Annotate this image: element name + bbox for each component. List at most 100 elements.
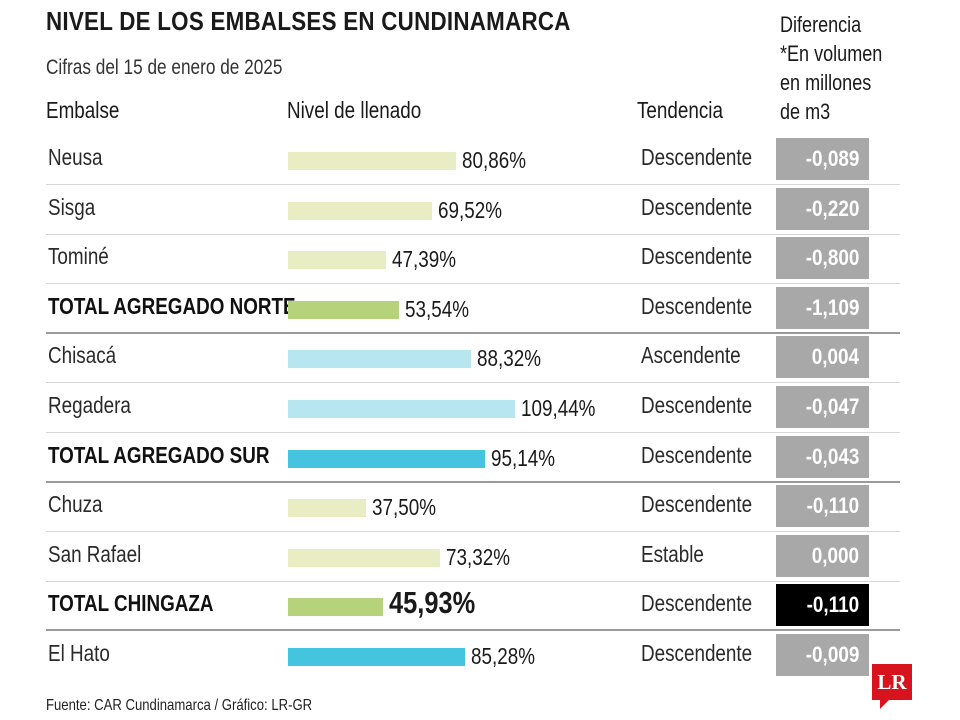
trend-label: Descendente (641, 193, 753, 220)
fill-level-label: 37,50% (371, 494, 436, 521)
fill-level-label: 47,39% (392, 246, 457, 273)
diff-header-line: de m3 (780, 99, 831, 124)
fill-level-bar (288, 300, 400, 319)
volume-diff-badge: -0,009 (776, 634, 869, 676)
reservoir-name: Neusa (48, 144, 103, 170)
reservoir-name: Regadera (48, 392, 131, 418)
reservoir-name: San Rafael (48, 540, 142, 567)
reservoir-name: Sisga (48, 193, 96, 220)
trend-label: Descendente (641, 640, 753, 666)
table-row: TOTAL CHINGAZA 45,93% Descendente -0,110 (0, 581, 960, 632)
volume-diff-value: -0,047 (805, 394, 859, 419)
trend-label: Descendente (641, 392, 753, 418)
row-divider (46, 283, 900, 285)
column-header-embalse: Embalse (46, 97, 120, 123)
reservoir-name: TOTAL AGREGADO NORTE (48, 292, 296, 319)
volume-diff-badge: -0,220 (776, 187, 869, 230)
reservoir-name: Chuza (48, 491, 103, 518)
table-row: Regadera 109,44% Descendente -0,047 (0, 383, 960, 433)
volume-diff-badge: 0,000 (776, 534, 869, 577)
volume-diff-value: 0,000 (811, 542, 859, 568)
volume-diff-value: -0,800 (805, 245, 859, 271)
table-row: Tominé 47,39% Descendente -0,800 (0, 234, 960, 285)
fill-level-label: 95,14% (491, 444, 556, 471)
volume-diff-value: -1,109 (805, 294, 859, 320)
trend-label: Ascendente (641, 342, 741, 369)
fill-level-label: 53,54% (405, 295, 470, 322)
fill-level-bar (288, 499, 366, 518)
fill-level-bar (288, 152, 456, 170)
volume-diff-value: -0,220 (805, 195, 859, 221)
diff-header-line: en millones (780, 70, 872, 95)
row-divider (46, 331, 900, 334)
trend-label: Descendente (641, 441, 753, 468)
trend-label: Descendente (641, 243, 753, 270)
lr-logo: LR (872, 664, 912, 700)
fill-level-bar (288, 648, 465, 666)
row-divider (46, 432, 900, 433)
row-divider (46, 382, 900, 384)
column-header-nivel: Nivel de llenado (287, 97, 422, 123)
fill-level-label: 85,28% (470, 643, 535, 669)
reservoir-name: Chisacá (48, 342, 117, 369)
chart-subtitle: Cifras del 15 de enero de 2025 (46, 56, 283, 79)
volume-diff-badge: -0,043 (776, 435, 869, 478)
table-row: Chisacá 88,32% Ascendente 0,004 (0, 333, 960, 384)
table-row: Sisga 69,52% Descendente -0,220 (0, 185, 960, 235)
row-divider (46, 480, 900, 483)
diff-column-header: Diferencia *En volumen en millones de m3 (780, 10, 919, 126)
trend-label: Descendente (641, 491, 753, 518)
fill-level-label: 73,32% (446, 543, 511, 570)
fill-level-bar (288, 598, 384, 617)
lr-logo-tail (880, 700, 889, 709)
volume-diff-value: -0,009 (805, 642, 859, 667)
volume-diff-value: -0,110 (806, 592, 859, 618)
fill-level-bar (288, 251, 387, 270)
chart-title: NIVEL DE LOS EMBALSES EN CUNDINAMARCA (46, 6, 571, 36)
column-header-tendencia: Tendencia (637, 97, 723, 123)
fill-level-label: 45,93% (389, 585, 476, 621)
fill-level-label: 109,44% (521, 395, 596, 421)
table-row: San Rafael 73,32% Estable 0,000 (0, 532, 960, 582)
row-divider (46, 629, 900, 632)
volume-diff-badge: -1,109 (776, 286, 869, 329)
trend-label: Descendente (641, 292, 753, 319)
trend-label: Descendente (641, 590, 753, 617)
row-divider (46, 184, 900, 185)
volume-diff-value: -0,110 (806, 493, 859, 519)
trend-label: Descendente (641, 144, 753, 170)
fill-level-bar (288, 449, 486, 468)
table-row: Chuza 37,50% Descendente -0,110 (0, 482, 960, 533)
fill-level-bar (288, 350, 472, 369)
reservoir-name: TOTAL CHINGAZA (48, 590, 214, 617)
reservoir-name: TOTAL AGREGADO SUR (48, 441, 270, 468)
diff-header-line: *En volumen (780, 41, 883, 66)
row-divider (46, 531, 900, 533)
fill-level-bar (288, 400, 515, 418)
row-divider (46, 233, 900, 235)
table-row: TOTAL AGREGADO NORTE 53,54% Descendente -1,… (0, 284, 960, 334)
volume-diff-badge: -0,800 (776, 237, 869, 280)
volume-diff-value: -0,089 (805, 146, 859, 171)
fill-level-label: 88,32% (477, 345, 542, 372)
table-row: Neusa 80,86% Descendente -0,089 (0, 135, 960, 185)
volume-diff-value: -0,043 (805, 443, 859, 469)
volume-diff-badge: -0,089 (776, 138, 869, 180)
diff-header-line: Diferencia (780, 12, 862, 37)
fill-level-bar (288, 201, 433, 220)
volume-diff-badge: -0,047 (776, 386, 869, 428)
volume-diff-badge: -0,110 (776, 485, 869, 528)
reservoir-name: Tominé (48, 243, 109, 270)
trend-label: Estable (641, 540, 704, 567)
fill-level-bar (288, 548, 441, 567)
row-divider (46, 580, 900, 582)
volume-diff-value: 0,004 (811, 344, 859, 370)
volume-diff-badge: 0,004 (776, 336, 869, 379)
volume-diff-badge: -0,110 (776, 584, 869, 627)
source-note: Fuente: CAR Cundinamarca / Gráfico: LR-G… (46, 697, 313, 714)
reservoir-name: El Hato (48, 640, 110, 666)
table-row: TOTAL AGREGADO SUR 95,14% Descendente -0,04… (0, 433, 960, 483)
fill-level-label: 69,52% (438, 196, 503, 223)
table-row: El Hato 85,28% Descendente -0,009 (0, 631, 960, 681)
fill-level-label: 80,86% (461, 147, 526, 173)
